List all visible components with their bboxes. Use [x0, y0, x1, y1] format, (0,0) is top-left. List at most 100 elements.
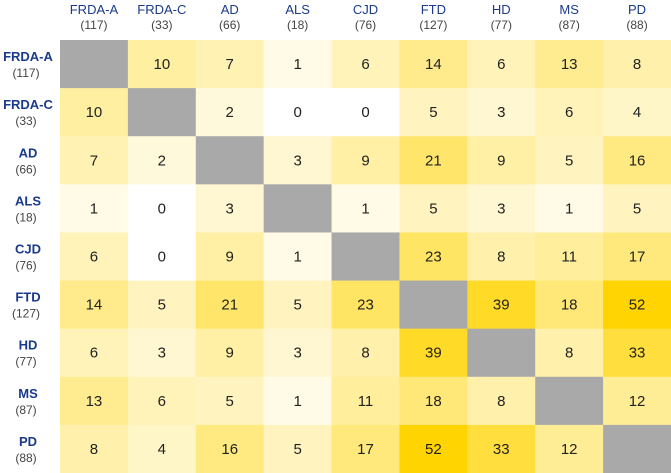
cell-value-label: 11	[358, 393, 374, 410]
cell-value-label: 3	[497, 200, 505, 217]
cell-value-label: 1	[293, 56, 301, 73]
cell-value-label: 10	[86, 104, 103, 121]
heatmap-cell	[603, 40, 671, 89]
heatmap-cell	[603, 88, 671, 137]
heatmap-cell	[195, 376, 265, 426]
heatmap-cell	[127, 328, 197, 378]
cell-value-label: 5	[226, 393, 234, 410]
cell-value-label: 1	[293, 393, 301, 410]
heatmap-cell	[535, 424, 604, 473]
diagonal-cell	[535, 376, 604, 426]
cell-value-label: 3	[293, 345, 301, 362]
cell-value-label: 5	[293, 297, 301, 314]
heatmap-cell	[467, 280, 536, 330]
cell-value-label: 6	[90, 345, 98, 362]
cell-value-label: 39	[425, 345, 442, 362]
cell-value-label: 8	[497, 249, 505, 266]
heatmap-cell	[467, 88, 536, 137]
cell-value-label: 7	[226, 56, 234, 73]
row-label: MS	[18, 386, 38, 401]
row-count-label: (77)	[15, 355, 36, 369]
cell-value-label: 5	[293, 441, 301, 458]
diagonal-cell	[603, 424, 671, 473]
column-label: ALS	[285, 2, 310, 17]
row-count-label: (117)	[12, 66, 39, 80]
column-count-label: (18)	[287, 18, 308, 32]
column-count-label: (127)	[419, 18, 447, 32]
heatmap-cell	[195, 184, 265, 233]
cell-value-label: 23	[357, 297, 374, 314]
heatmap-cell	[331, 424, 400, 473]
heatmap-cell	[60, 136, 129, 185]
row-count-label: (87)	[15, 403, 36, 417]
column-count-label: (66)	[219, 18, 240, 32]
cell-value-label: 10	[153, 56, 170, 73]
heatmap-cell	[535, 136, 604, 185]
heatmap-cell	[535, 88, 604, 137]
heatmap-cell	[60, 232, 129, 282]
heatmap-cell	[60, 376, 129, 426]
heatmap-cell	[127, 376, 197, 426]
column-label: PD	[628, 2, 646, 17]
row-count-label: (33)	[15, 114, 36, 128]
row-label: FRDA-C	[3, 97, 53, 112]
heatmap-cell	[331, 280, 400, 330]
cell-value-label: 2	[226, 104, 234, 121]
heatmap-cell	[399, 232, 468, 282]
cell-value-label: 21	[221, 297, 238, 314]
heatmap-cell	[535, 328, 604, 378]
cell-value-label: 6	[497, 56, 505, 73]
cell-value-label: 11	[561, 249, 577, 266]
heatmap-cell	[263, 424, 333, 473]
cell-value-label: 5	[429, 104, 437, 121]
heatmap-cell	[263, 88, 333, 137]
diagonal-cell	[263, 184, 333, 233]
heatmap-cell	[603, 280, 671, 330]
diagonal-cell	[60, 40, 129, 89]
cell-value-label: 18	[425, 393, 442, 410]
cell-value-label: 0	[361, 104, 369, 121]
heatmap-cell	[263, 232, 333, 282]
heatmap-cell	[60, 280, 129, 330]
cell-value-label: 9	[497, 152, 505, 169]
cell-value-label: 1	[361, 200, 369, 217]
cell-value-label: 39	[493, 297, 510, 314]
row-count-label: (88)	[15, 451, 36, 465]
heatmap-cell	[399, 184, 468, 233]
cell-value-label: 1	[565, 200, 573, 217]
cell-value-label: 6	[158, 393, 166, 410]
column-count-label: (88)	[626, 18, 647, 32]
heatmap-cell	[195, 328, 265, 378]
cell-value-label: 12	[561, 441, 578, 458]
heatmap-cell	[60, 184, 129, 233]
heatmap-cell	[263, 136, 333, 185]
cell-value-label: 3	[226, 200, 234, 217]
cell-value-label: 17	[357, 441, 374, 458]
diagonal-cell	[399, 280, 468, 330]
heatmap-cell	[331, 184, 400, 233]
cell-value-label: 52	[425, 441, 442, 458]
heatmap-cell	[603, 136, 671, 185]
heatmap-cell	[603, 328, 671, 378]
column-count-label: (117)	[80, 18, 107, 32]
cell-value-label: 3	[497, 104, 505, 121]
heatmap-cell	[195, 88, 265, 137]
heatmap-cell	[399, 424, 468, 473]
cell-value-label: 5	[633, 200, 641, 217]
heatmap-cell	[60, 424, 129, 473]
cell-value-label: 4	[633, 104, 641, 121]
row-count-label: (127)	[12, 307, 40, 321]
cell-value-label: 33	[629, 345, 646, 362]
heatmap-cell	[467, 376, 536, 426]
cell-value-label: 0	[293, 104, 301, 121]
heatmap-cell	[60, 88, 129, 137]
cell-value-label: 2	[158, 152, 166, 169]
diagonal-cell	[127, 88, 197, 137]
column-count-label: (77)	[491, 18, 512, 32]
cell-value-label: 1	[293, 249, 301, 266]
column-count-label: (33)	[151, 18, 172, 32]
heatmap-cell	[331, 376, 400, 426]
cell-value-label: 33	[493, 441, 510, 458]
cell-value-label: 14	[86, 297, 103, 314]
cell-value-label: 13	[561, 56, 578, 73]
